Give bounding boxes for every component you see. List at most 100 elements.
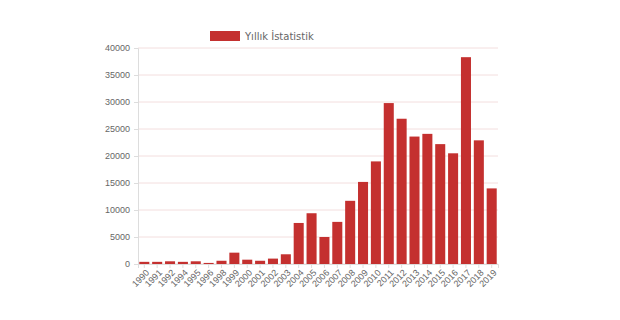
tick-mark [375, 264, 376, 268]
tick-label: 20000 [105, 151, 130, 161]
grid-line [138, 129, 498, 130]
bar [268, 259, 278, 264]
tick-label: 40000 [105, 43, 130, 53]
bar [319, 237, 329, 264]
grid-line [138, 75, 498, 76]
tick-mark [440, 264, 441, 268]
tick-mark [157, 264, 158, 268]
tick: 5000 [110, 232, 138, 242]
plot: 0 5000 10000 15000 20000 25000 30000 35000 40000… [105, 43, 499, 289]
bar [474, 140, 484, 264]
tick-mark [134, 129, 138, 130]
bar [307, 213, 317, 264]
bar [358, 182, 368, 264]
legend-label: Yıllık İstatistik [244, 30, 314, 42]
tick-mark [221, 264, 222, 268]
bar [448, 153, 458, 264]
tick-mark [491, 264, 492, 268]
tick-mark [134, 237, 138, 238]
bar [332, 222, 342, 264]
bar [165, 261, 175, 264]
bar [409, 137, 419, 264]
bar [345, 201, 355, 264]
x-axis: 1990199119921994199519961998199920002001… [130, 264, 499, 289]
y-axis: 0 5000 10000 15000 20000 25000 30000 35000 40000 [105, 43, 139, 269]
axis-line [139, 265, 499, 269]
tick: 10000 [105, 205, 138, 215]
tick-mark [427, 264, 428, 268]
tick-label: 35000 [105, 70, 130, 80]
legend: Yıllık İstatistik [210, 30, 314, 42]
tick-mark [182, 264, 183, 268]
tick-mark [134, 183, 138, 184]
grid-line [138, 102, 498, 103]
tick-label: 2019 [477, 268, 498, 289]
tick: 0 [125, 259, 138, 269]
legend-swatch [210, 31, 240, 41]
bar [294, 223, 304, 264]
grid-line [138, 48, 498, 49]
tick-label: 25000 [105, 124, 130, 134]
bar [397, 119, 407, 264]
tick-mark [195, 264, 196, 268]
bars [139, 57, 496, 264]
tick-mark [260, 264, 261, 268]
tick: 35000 [105, 70, 138, 80]
tick-mark [478, 264, 479, 268]
axis-line [134, 49, 139, 265]
tick-mark [247, 264, 248, 268]
tick: 2019 [477, 264, 498, 289]
tick-mark [401, 264, 402, 268]
tick: 25000 [105, 124, 138, 134]
tick-mark [144, 264, 145, 268]
tick-mark [388, 264, 389, 268]
tick: 15000 [105, 178, 138, 188]
tick: 30000 [105, 97, 138, 107]
bar [255, 261, 265, 264]
bar [242, 260, 252, 264]
tick-mark [337, 264, 338, 268]
tick-mark [134, 102, 138, 103]
tick-mark [465, 264, 466, 268]
tick-mark [134, 156, 138, 157]
tick: 40000 [105, 43, 138, 53]
bar [191, 261, 201, 264]
tick-mark [414, 264, 415, 268]
tick-label: 0 [125, 259, 130, 269]
tick-mark [285, 264, 286, 268]
bar [487, 188, 497, 264]
tick-mark [134, 210, 138, 211]
tick-mark [453, 264, 454, 268]
grid [138, 48, 498, 264]
bar [435, 144, 445, 264]
tick-mark [208, 264, 209, 268]
tick: 20000 [105, 151, 138, 161]
tick-label: 30000 [105, 97, 130, 107]
tick-label: 10000 [105, 205, 130, 215]
bar [178, 262, 188, 264]
bar [229, 253, 239, 264]
tick-mark [134, 48, 138, 49]
tick-mark [311, 264, 312, 268]
tick-mark [134, 75, 138, 76]
tick-label: 5000 [110, 232, 130, 242]
tick-mark [363, 264, 364, 268]
tick-mark [272, 264, 273, 268]
tick-mark [134, 264, 138, 265]
chart: 0 5000 10000 15000 20000 25000 30000 35000 40000… [0, 0, 620, 320]
bar [384, 103, 394, 264]
bar [152, 262, 162, 264]
bar [371, 161, 381, 264]
tick-mark [298, 264, 299, 268]
bar [461, 57, 471, 264]
tick-label: 15000 [105, 178, 130, 188]
bar [281, 254, 291, 264]
bar [204, 263, 214, 264]
tick-mark [234, 264, 235, 268]
tick-mark [170, 264, 171, 268]
tick-mark [350, 264, 351, 268]
bar [422, 134, 432, 264]
bar [139, 262, 149, 264]
bar [216, 261, 226, 264]
tick-mark [324, 264, 325, 268]
